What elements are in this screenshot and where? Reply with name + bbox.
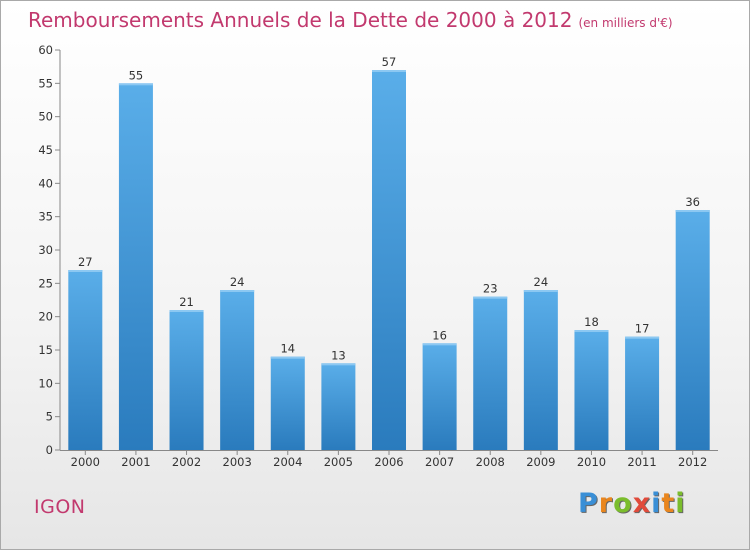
bar xyxy=(68,270,103,450)
y-tick-label: 30 xyxy=(38,243,53,257)
place-name: IGON xyxy=(34,496,86,518)
x-tick-label: 2004 xyxy=(273,455,302,469)
y-tick-label: 55 xyxy=(38,76,53,90)
bar xyxy=(169,310,204,450)
bar xyxy=(372,70,406,450)
bar xyxy=(220,290,255,450)
bar xyxy=(523,290,558,450)
y-tick-label: 10 xyxy=(38,376,53,390)
y-tick-label: 20 xyxy=(38,310,53,324)
bar-value-label: 21 xyxy=(179,295,194,309)
proxiti-logo: Proxiti xyxy=(578,488,686,519)
y-tick-label: 40 xyxy=(38,176,53,190)
x-tick-label: 2005 xyxy=(324,455,353,469)
x-tick-label: 2003 xyxy=(223,455,252,469)
x-tick-label: 2007 xyxy=(425,455,454,469)
y-tick-label: 25 xyxy=(38,276,53,290)
chart-title-text: Remboursements Annuels de la Dette de 20… xyxy=(28,8,573,32)
bar-highlight xyxy=(625,336,660,339)
chart-subtitle: (en milliers d'€) xyxy=(578,16,673,30)
bar-value-label: 18 xyxy=(584,315,599,329)
logo-letter: i xyxy=(675,488,686,519)
y-tick-label: 50 xyxy=(38,110,53,124)
logo-letter: x xyxy=(632,488,652,519)
bar-value-label: 27 xyxy=(78,255,93,269)
y-tick-label: 35 xyxy=(38,210,53,224)
x-tick-label: 2009 xyxy=(526,455,555,469)
bar-highlight xyxy=(473,296,508,299)
bar-value-label: 55 xyxy=(129,68,144,82)
bar xyxy=(625,336,660,450)
x-tick-label: 2006 xyxy=(374,455,403,469)
bar-value-label: 13 xyxy=(331,348,346,362)
bar-highlight xyxy=(118,83,153,86)
logo-letter: r xyxy=(598,488,614,519)
logo-letter: o xyxy=(613,488,633,519)
x-tick-label: 2000 xyxy=(71,455,100,469)
bar-highlight xyxy=(372,70,406,72)
bar-value-label: 57 xyxy=(382,55,397,69)
bar xyxy=(321,363,356,450)
x-tick-label: 2001 xyxy=(121,455,150,469)
logo-letter: t xyxy=(661,488,676,519)
bar-highlight xyxy=(270,356,305,359)
x-tick-label: 2011 xyxy=(627,455,656,469)
bar xyxy=(675,210,710,450)
bar-value-label: 17 xyxy=(635,322,650,336)
bar xyxy=(270,356,305,450)
bar-value-label: 16 xyxy=(432,328,447,342)
y-tick-label: 45 xyxy=(38,143,53,157)
bar xyxy=(118,83,153,450)
y-tick-label: 0 xyxy=(46,443,53,457)
y-tick-label: 60 xyxy=(38,43,53,57)
bar-highlight xyxy=(220,290,255,292)
x-tick-label: 2008 xyxy=(476,455,505,469)
logo-letter: i xyxy=(651,488,662,519)
x-tick-label: 2012 xyxy=(678,455,707,469)
bar-value-label: 24 xyxy=(230,275,245,289)
bar-highlight xyxy=(169,310,204,312)
y-tick-label: 5 xyxy=(46,410,53,424)
bar-highlight xyxy=(574,330,609,332)
bar-value-label: 23 xyxy=(483,282,498,296)
bar xyxy=(422,343,457,450)
x-tick-label: 2002 xyxy=(172,455,201,469)
bar xyxy=(473,296,508,450)
bar-highlight xyxy=(523,290,558,292)
bar-highlight xyxy=(422,343,457,346)
bar-highlight xyxy=(675,210,710,212)
bar xyxy=(574,330,609,450)
x-tick-label: 2010 xyxy=(577,455,606,469)
y-tick-label: 15 xyxy=(38,343,53,357)
logo-letter: P xyxy=(578,488,599,519)
bar-value-label: 24 xyxy=(534,275,549,289)
bar-highlight xyxy=(321,363,356,366)
bar-value-label: 36 xyxy=(685,195,700,209)
bar-highlight xyxy=(68,270,103,272)
chart-title: Remboursements Annuels de la Dette de 20… xyxy=(28,8,673,32)
bar-value-label: 14 xyxy=(280,342,295,356)
